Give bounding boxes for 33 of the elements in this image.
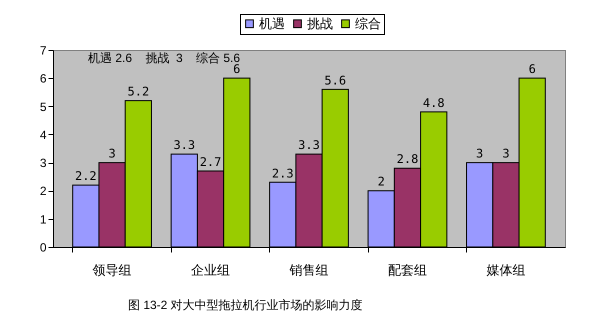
caption: 图 13-2 对大中型拖拉机行业市场的影响力度 — [128, 297, 363, 314]
legend-label: 机遇 — [259, 16, 285, 31]
y-tick-label: 3 — [40, 156, 47, 170]
y-tick-label: 7 — [40, 44, 47, 58]
data-label: 3 — [108, 146, 116, 161]
y-tick-label: 1 — [40, 212, 47, 226]
data-label: 5.6 — [324, 73, 346, 88]
data-label: 6 — [528, 62, 536, 76]
data-label: 2.7 — [200, 155, 222, 170]
x-tick-label: 配套组 — [388, 262, 427, 278]
data-label: 6 — [233, 62, 240, 76]
data-label: 5.2 — [127, 84, 150, 99]
data-label: 3 — [476, 146, 484, 161]
x-tick-label: 媒体组 — [486, 262, 526, 278]
data-label: 3.3 — [173, 138, 196, 152]
data-label: 3 — [502, 146, 510, 161]
x-tick-label: 企业组 — [191, 262, 230, 278]
data-label: 2 — [378, 174, 385, 189]
y-tick-label: 2 — [40, 184, 47, 198]
y-tick-label: 5 — [40, 100, 47, 114]
annotation: 机遇 2.6 挑战 3 综合 5.6 — [88, 50, 240, 65]
y-tick-label: 6 — [40, 72, 47, 86]
y-tick-label: 0 — [40, 240, 47, 254]
data-label: 3.3 — [298, 138, 320, 152]
data-label: 2.8 — [396, 152, 418, 166]
data-label: 2.2 — [74, 169, 97, 184]
x-tick-label: 销售组 — [288, 262, 328, 278]
legend-label: 综合 — [355, 16, 381, 31]
y-tick-label: 4 — [40, 128, 47, 142]
x-tick-label: 领导组 — [92, 262, 132, 278]
data-label: 4.8 — [422, 96, 445, 110]
data-label: 2.3 — [272, 166, 294, 180]
legend-label: 挑战 — [307, 16, 333, 31]
